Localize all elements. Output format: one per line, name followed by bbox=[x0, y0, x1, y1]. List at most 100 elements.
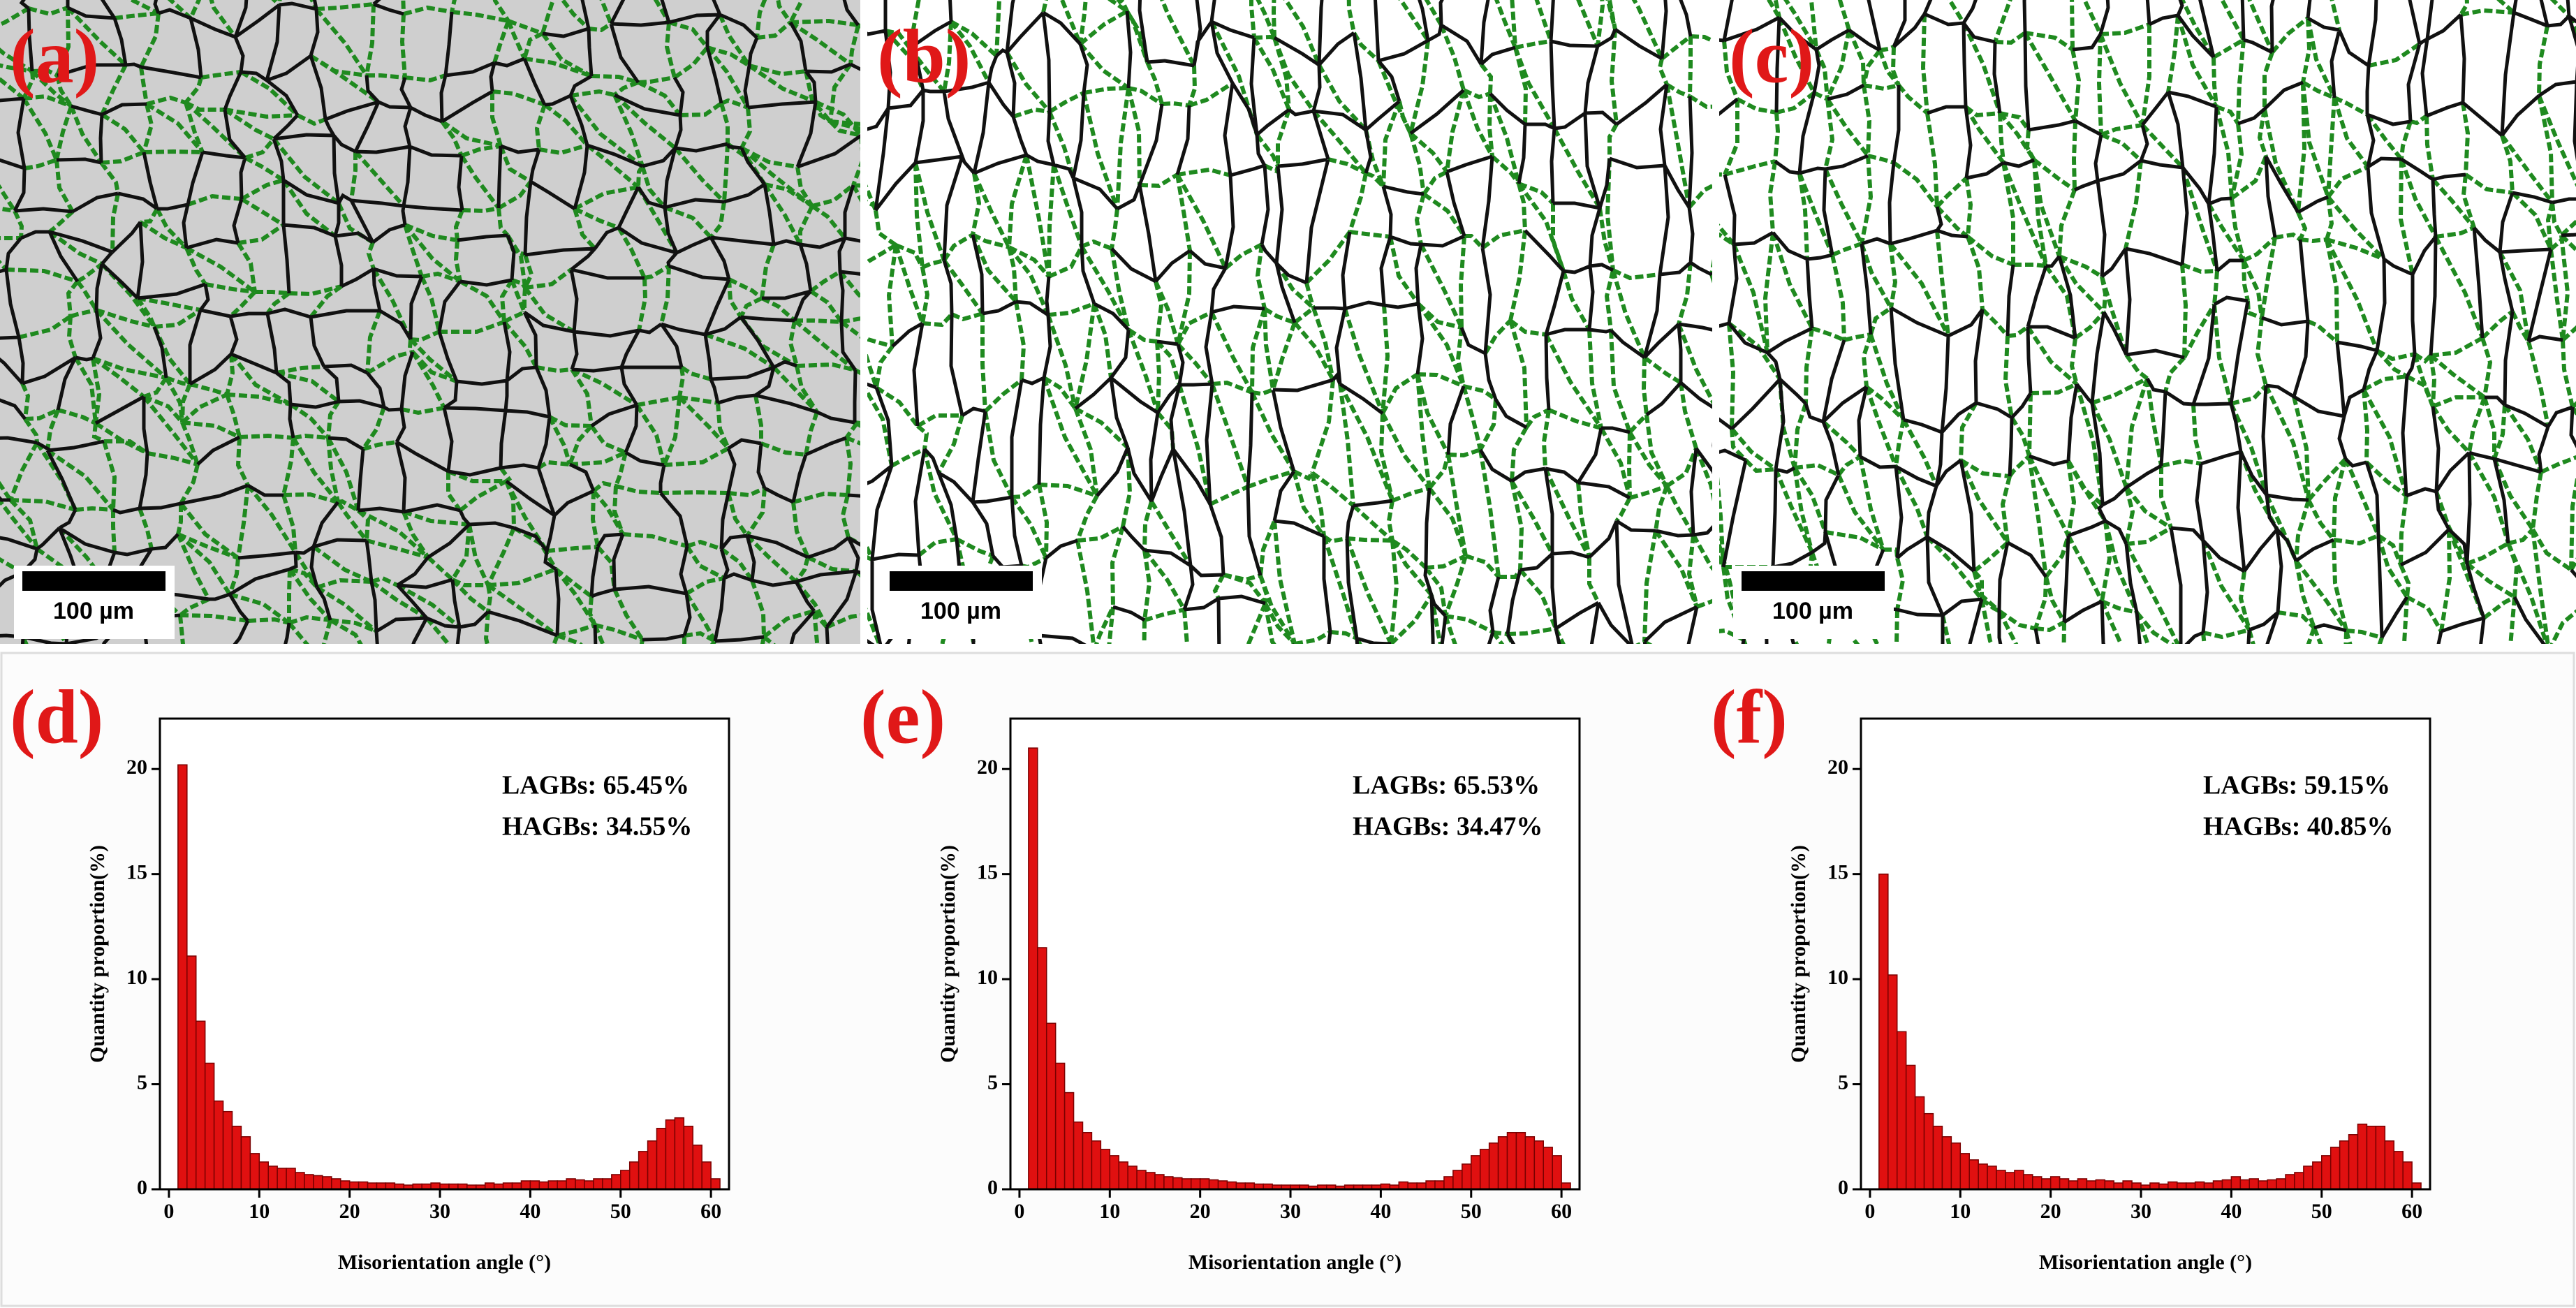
bar bbox=[1190, 1178, 1201, 1190]
bar bbox=[2375, 1125, 2386, 1190]
bar bbox=[647, 1140, 658, 1190]
bar bbox=[295, 1172, 305, 1190]
bar bbox=[1182, 1178, 1192, 1190]
bar bbox=[2230, 1176, 2242, 1190]
bar bbox=[701, 1161, 712, 1190]
scale-label: 100 µm bbox=[53, 598, 134, 624]
x-tick-label: 40 bbox=[520, 1200, 540, 1223]
y-tick-label: 15 bbox=[1827, 861, 1848, 884]
black-boundaries bbox=[0, 0, 860, 644]
bar bbox=[2393, 1151, 2404, 1190]
bar bbox=[348, 1181, 360, 1190]
bar bbox=[231, 1125, 242, 1190]
x-tick-label: 20 bbox=[1190, 1200, 1211, 1223]
bar bbox=[1452, 1170, 1463, 1190]
bar bbox=[620, 1170, 631, 1190]
bar bbox=[1543, 1147, 1553, 1190]
bar bbox=[2384, 1140, 2395, 1190]
bar bbox=[2285, 1174, 2295, 1190]
bar bbox=[1118, 1161, 1128, 1190]
bar bbox=[2239, 1179, 2251, 1190]
bar bbox=[222, 1110, 233, 1190]
bar bbox=[584, 1180, 594, 1190]
bar bbox=[2357, 1123, 2368, 1190]
y-tick-label: 20 bbox=[1827, 756, 1848, 779]
bar bbox=[547, 1180, 558, 1190]
bar bbox=[683, 1125, 694, 1190]
bar bbox=[1100, 1149, 1111, 1190]
bar bbox=[557, 1180, 567, 1190]
bar bbox=[656, 1127, 667, 1190]
plot-area bbox=[160, 719, 729, 1189]
bar bbox=[2212, 1180, 2223, 1190]
bar bbox=[2086, 1180, 2097, 1190]
bar bbox=[2366, 1125, 2377, 1190]
bar bbox=[286, 1168, 296, 1190]
bar bbox=[1127, 1166, 1138, 1190]
bar bbox=[2303, 1166, 2313, 1190]
bar bbox=[2023, 1174, 2033, 1190]
bar bbox=[2049, 1176, 2061, 1190]
y-tick-label: 0 bbox=[137, 1176, 147, 1199]
bar bbox=[1479, 1149, 1490, 1190]
y-tick-label: 5 bbox=[987, 1071, 998, 1094]
bar bbox=[2402, 1161, 2413, 1190]
bar bbox=[1154, 1174, 1165, 1190]
bar bbox=[1978, 1163, 1988, 1190]
bar bbox=[1163, 1176, 1174, 1190]
bar bbox=[267, 1166, 278, 1190]
bar bbox=[1443, 1176, 1454, 1190]
bar bbox=[1524, 1136, 1536, 1190]
bar bbox=[304, 1174, 314, 1190]
bar bbox=[566, 1178, 576, 1190]
x-tick-label: 30 bbox=[1280, 1200, 1301, 1223]
y-axis-title: Quantity proportion(%) bbox=[86, 845, 109, 1063]
bar bbox=[1515, 1132, 1526, 1190]
bar bbox=[1941, 1136, 1952, 1190]
bar bbox=[2330, 1147, 2341, 1190]
y-tick-label: 20 bbox=[126, 756, 147, 779]
x-tick-label: 50 bbox=[2311, 1200, 2332, 1223]
bar bbox=[358, 1181, 369, 1190]
bar bbox=[2014, 1170, 2024, 1190]
bar bbox=[2040, 1178, 2052, 1190]
annotation: HAGBs: 40.85% bbox=[2203, 812, 2393, 842]
bar bbox=[1896, 1031, 1907, 1190]
panel-label: (d) bbox=[10, 674, 103, 759]
annotation: LAGBs: 65.45% bbox=[502, 771, 689, 800]
bar bbox=[322, 1176, 332, 1190]
x-tick-label: 20 bbox=[2040, 1200, 2061, 1223]
chart: 0 5 10 15 20 0 10 20 30 40 50 60 Misorientation angl… bbox=[10, 674, 730, 1274]
bar bbox=[204, 1062, 215, 1190]
panel-label: (b) bbox=[877, 13, 971, 98]
axes-frame bbox=[159, 717, 730, 1191]
bar bbox=[1462, 1163, 1472, 1190]
annotation: HAGBs: 34.47% bbox=[1353, 812, 1543, 842]
y-tick-label: 0 bbox=[1838, 1176, 1848, 1199]
bar bbox=[602, 1178, 612, 1190]
bar bbox=[2032, 1176, 2043, 1190]
bar bbox=[186, 955, 197, 1190]
x-tick-label: 60 bbox=[2401, 1200, 2422, 1223]
bar bbox=[2267, 1179, 2277, 1190]
bar bbox=[1136, 1170, 1147, 1190]
micrograph-image bbox=[0, 0, 860, 644]
bar bbox=[628, 1161, 640, 1190]
bar bbox=[1950, 1142, 1962, 1190]
axes-frame bbox=[1860, 717, 2431, 1191]
bar bbox=[213, 1100, 224, 1190]
bar bbox=[1199, 1178, 1210, 1190]
bar bbox=[529, 1180, 540, 1190]
bar bbox=[195, 1020, 206, 1190]
bar bbox=[1091, 1140, 1102, 1190]
bar bbox=[1533, 1140, 1545, 1190]
scale-bar bbox=[890, 571, 1033, 591]
x-tick-label: 30 bbox=[429, 1200, 450, 1223]
y-tick-label: 5 bbox=[1838, 1071, 1848, 1094]
micrograph: (b) 100 µm bbox=[867, 0, 1712, 644]
bar bbox=[1552, 1155, 1562, 1190]
y-tick-label: 15 bbox=[977, 861, 998, 884]
bar bbox=[1497, 1136, 1508, 1190]
bar bbox=[1217, 1180, 1228, 1190]
